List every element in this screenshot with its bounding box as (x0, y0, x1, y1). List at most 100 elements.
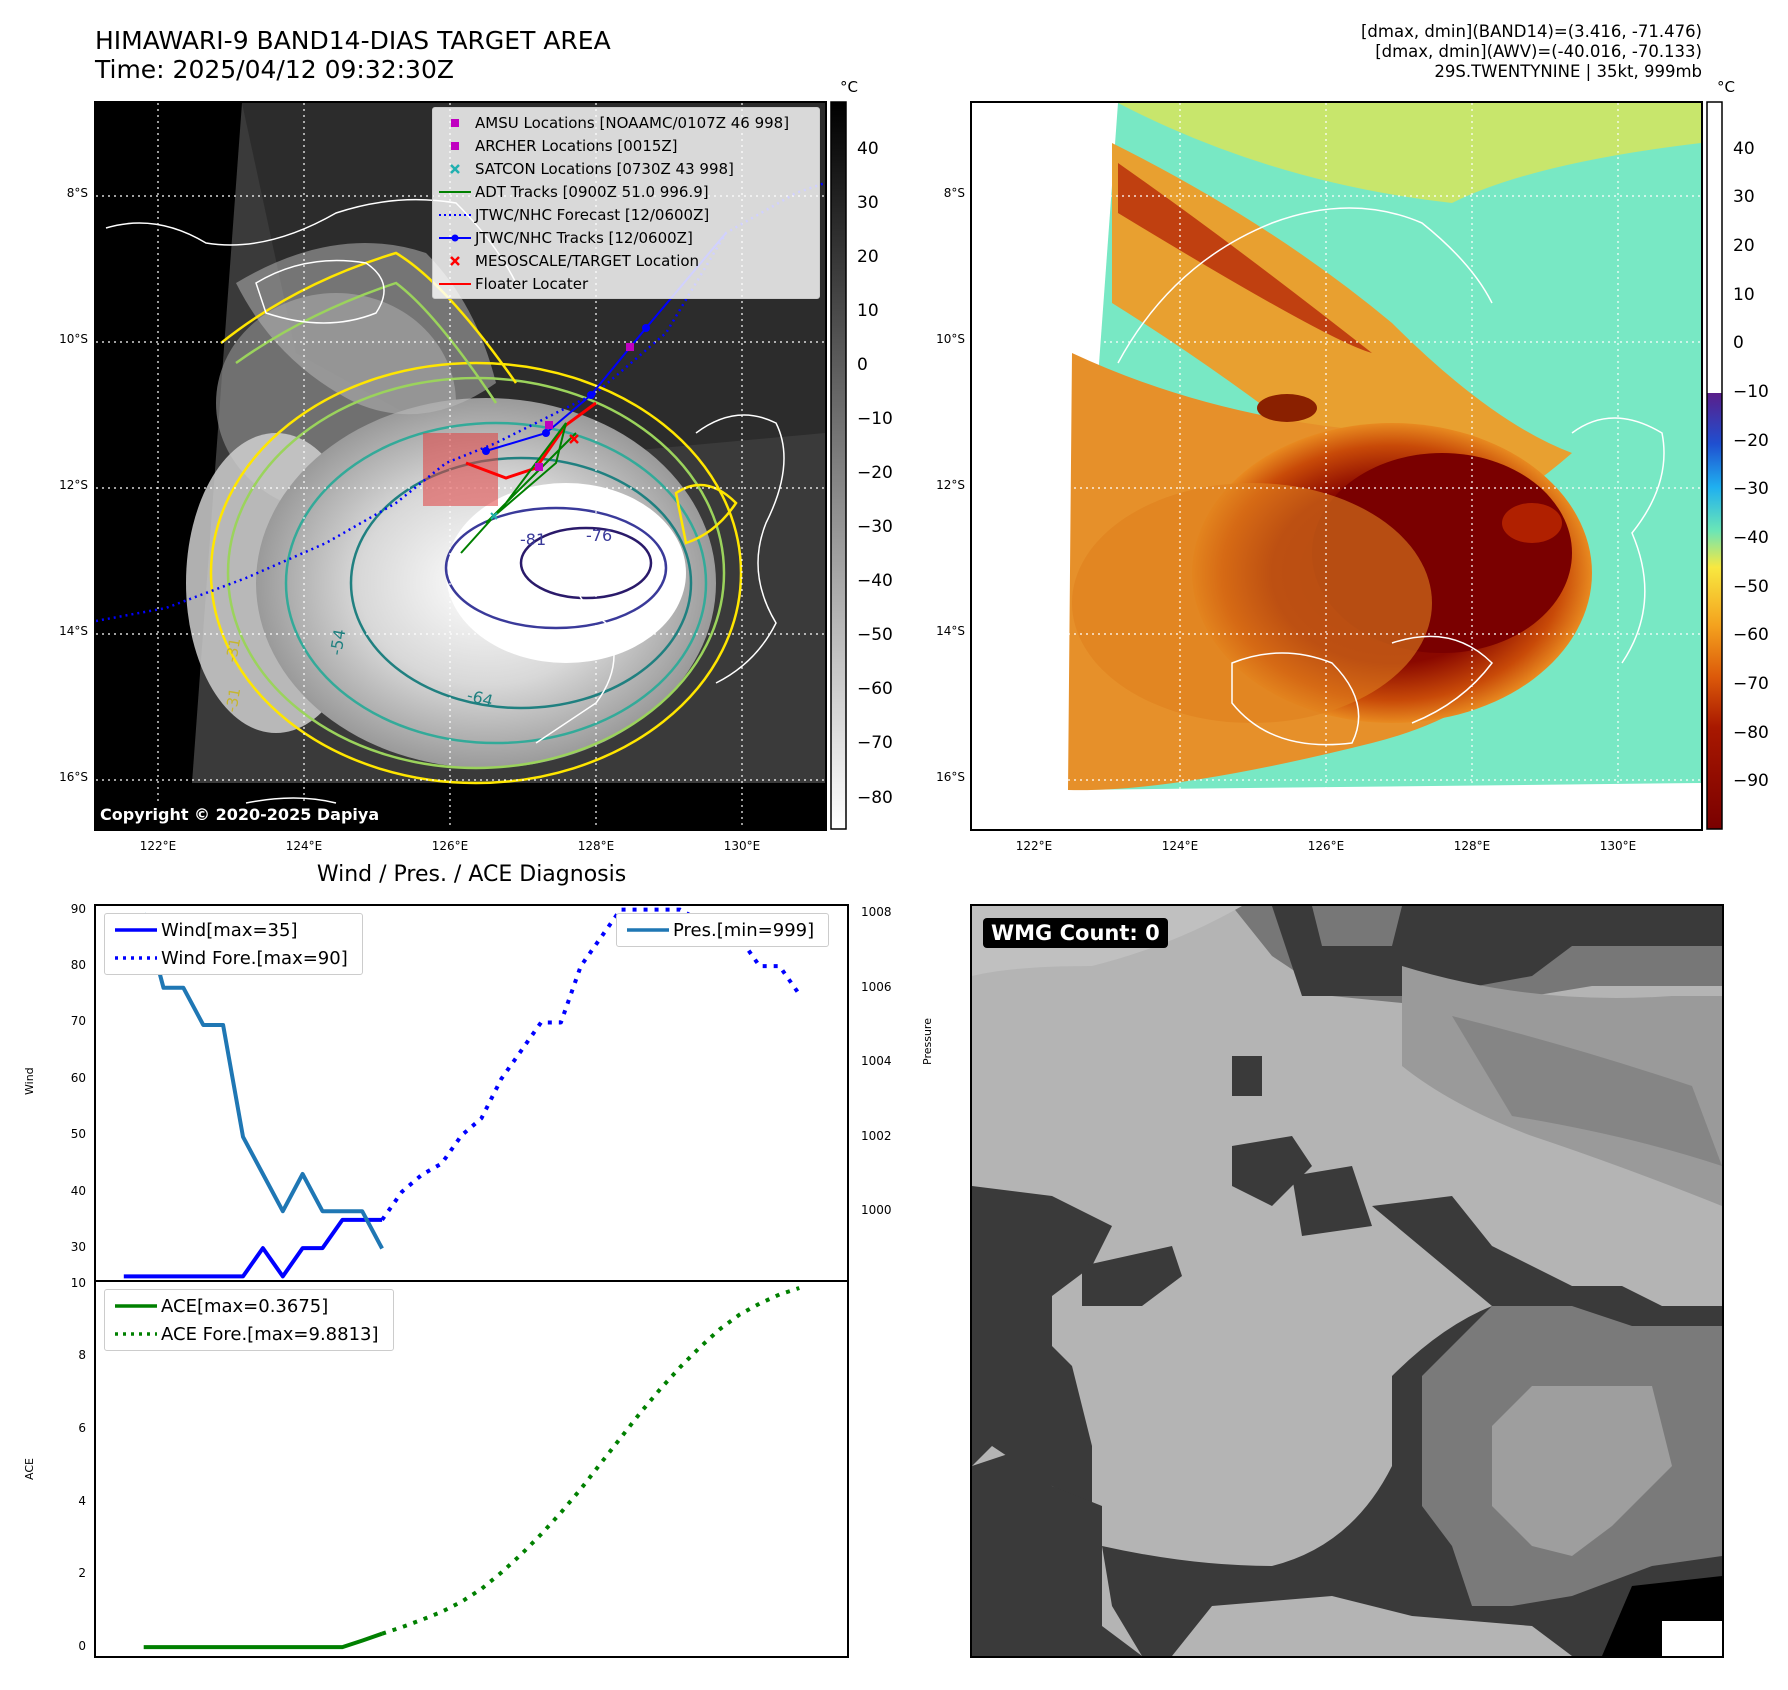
pressure-legend: Pres.[min=999] (616, 913, 830, 947)
colorbar-tick-label: −50 (1733, 576, 1769, 597)
contour-label-1: -81 (520, 530, 546, 549)
legend-item: Floater Locater (435, 272, 817, 295)
legend-item: AMSU Locations [NOAAMC/0107Z 46 998] (435, 111, 817, 134)
lat-label: 10°S (936, 332, 965, 346)
series-line (380, 907, 801, 1222)
y-right-tick-label: 1006 (861, 979, 892, 994)
colorbar-tick-label: −30 (857, 517, 893, 538)
y-right-tick-label: 1002 (861, 1128, 892, 1143)
colorbar-tick-label: −50 (857, 625, 893, 646)
colorbar-tick-label: −10 (1733, 382, 1769, 402)
info-line-1: [dmax, dmin](BAND14)=(3.416, -71.476) (1360, 22, 1702, 41)
lon-label: 128°E (1453, 839, 1491, 853)
lon-label: 128°E (577, 839, 615, 853)
left-colorbar-unit: °C (840, 78, 858, 96)
colorbar-tick-label: −60 (1733, 625, 1769, 646)
legend-swatch (450, 163, 460, 174)
colorbar-tick-label: −70 (1733, 674, 1769, 694)
legend-swatch (450, 255, 460, 266)
ace-forecast-legend-swatch (115, 1332, 157, 1336)
legend-swatch (439, 213, 471, 216)
colorbar-tick-label: −80 (1733, 722, 1769, 743)
info-line-2: [dmax, dmin](AWV)=(-40.016, -70.133) (1375, 42, 1702, 61)
y-tick-label: 8 (78, 1348, 86, 1363)
colorbar-tick-label: 30 (1733, 187, 1755, 208)
diagnosis-title: Wind / Pres. / ACE Diagnosis (316, 862, 627, 887)
lat-label: 14°S (59, 624, 88, 638)
wmg-panel (970, 904, 1724, 1658)
ace-axis-label: ACE (23, 1458, 36, 1480)
legend-swatch (451, 118, 459, 127)
y-tick-label: 40 (70, 1183, 86, 1198)
pressure-axis-label: Pressure (921, 1018, 934, 1065)
wind-legend: Wind[max=35] Wind Fore.[max=90] (104, 913, 363, 975)
y-tick-label: 80 (70, 958, 86, 973)
lat-label: 16°S (936, 770, 965, 784)
wind-legend-label: Wind[max=35] (161, 919, 298, 941)
colorbar-tick-label: 10 (1733, 284, 1755, 305)
series-line (141, 912, 384, 1250)
colorbar-tick-label: 20 (1733, 236, 1755, 256)
lon-label: 124°E (285, 839, 323, 853)
contour-label-5: -31 (222, 636, 244, 663)
wmg-count-badge: WMG Count: 0 (983, 918, 1168, 948)
y-right-tick-label: 1004 (861, 1054, 892, 1069)
title-line-2: Time: 2025/04/12 09:32:30Z (95, 55, 454, 84)
series-line (143, 1631, 383, 1650)
y-tick-label: 70 (70, 1014, 86, 1029)
colorbar-tick-label: −30 (1733, 479, 1769, 500)
y-tick-label: 6 (78, 1421, 86, 1436)
y-tick-label: 0 (78, 1639, 86, 1654)
lon-label: 122°E (1015, 839, 1053, 853)
legend-item: JTWC/NHC Forecast [12/0600Z] (435, 203, 817, 226)
y-tick-label: 30 (70, 1240, 86, 1255)
colorbar-tick-label: −10 (857, 409, 893, 430)
colorbar-tick-label: 40 (1733, 138, 1755, 159)
colorbar-tick-label: −70 (857, 733, 893, 754)
legend-label: JTWC/NHC Forecast [12/0600Z] (475, 205, 710, 224)
copyright-text: Copyright © 2020-2025 Dapiya (96, 804, 384, 825)
series-line (381, 1286, 800, 1636)
ace-legend-swatch (115, 1304, 157, 1308)
ace-legend: ACE[max=0.3675] ACE Fore.[max=9.8813] (104, 1289, 394, 1351)
pressure-legend-swatch (627, 928, 669, 932)
awv-map-panel (970, 101, 1703, 831)
y-right-tick-label: 1008 (861, 905, 892, 920)
colorbar-tick-label: 0 (1733, 333, 1744, 354)
wmg-image (972, 906, 1722, 1656)
lon-label: 126°E (431, 839, 469, 853)
legend-swatch (451, 141, 459, 150)
y-tick-label: 50 (70, 1127, 86, 1142)
legend-swatch (439, 234, 471, 241)
lon-label: 130°E (723, 839, 761, 853)
legend-label: SATCON Locations [0730Z 43 998] (475, 159, 734, 178)
colorbar-tick-label: 20 (857, 246, 879, 267)
y-right-tick-label: 1000 (861, 1203, 892, 1218)
colorbar-tick-label: −20 (857, 463, 893, 484)
lat-label: 10°S (59, 332, 88, 346)
wind-axis-label: Wind (23, 1067, 36, 1095)
lat-label: 16°S (59, 770, 88, 784)
lat-label: 12°S (59, 478, 88, 492)
legend-item: SATCON Locations [0730Z 43 998] (435, 157, 817, 180)
lon-label: 124°E (1161, 839, 1199, 853)
ace-forecast-legend-label: ACE Fore.[max=9.8813] (161, 1323, 379, 1345)
right-colorbar-unit: °C (1717, 78, 1735, 96)
legend-swatch (439, 190, 471, 193)
lon-label: 122°E (139, 839, 177, 853)
y-tick-label: 90 (70, 901, 86, 916)
legend-item: JTWC/NHC Tracks [12/0600Z] (435, 226, 817, 249)
awv-map-image (972, 103, 1701, 829)
y-tick-label: 10 (70, 1275, 86, 1290)
y-tick-label: 4 (78, 1493, 86, 1508)
y-tick-label: 60 (70, 1070, 86, 1085)
colorbar-tick-label: −20 (1733, 430, 1769, 451)
legend-label: JTWC/NHC Tracks [12/0600Z] (475, 228, 693, 247)
legend-label: ADT Tracks [0900Z 51.0 996.9] (475, 182, 709, 201)
colorbar-tick-label: −90 (1733, 771, 1769, 792)
contour-label-3: -54 (326, 628, 349, 657)
legend-label: ARCHER Locations [0015Z] (475, 136, 678, 155)
colorbar-tick-label: −40 (857, 571, 893, 592)
ir-map-panel: -81 -76 -54 -64 -31 -31 AMSU Locations [… (94, 101, 827, 831)
contour-label-6: -31 (222, 686, 244, 713)
